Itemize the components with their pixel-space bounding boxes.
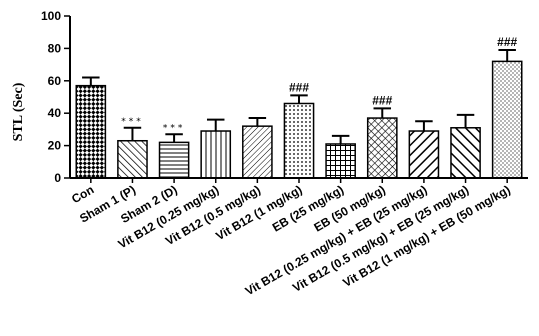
bar <box>242 125 273 179</box>
y-axis: 0 20 40 60 80 100 <box>41 9 71 185</box>
bar <box>325 143 356 179</box>
y-tick-label: 60 <box>48 74 62 88</box>
significance-label: *** <box>121 117 144 127</box>
significance-label: *** <box>163 123 186 133</box>
y-tick-label: 0 <box>54 171 61 185</box>
significance-label: ### <box>289 80 309 94</box>
bar <box>450 127 481 179</box>
y-tick-label: 100 <box>41 9 61 23</box>
bar <box>366 117 398 179</box>
bar <box>158 141 190 179</box>
bar <box>117 139 148 179</box>
y-tick-label: 20 <box>48 139 62 153</box>
bar <box>75 84 107 179</box>
bar <box>408 130 440 179</box>
significance-label: ### <box>497 35 517 49</box>
y-axis-label: STL (Sec) <box>11 82 26 141</box>
bar <box>283 102 315 179</box>
x-tick-label: Con <box>69 182 96 206</box>
bar <box>200 130 232 179</box>
y-tick-label: 80 <box>48 41 62 55</box>
y-tick-label: 40 <box>48 106 62 120</box>
bar <box>491 60 523 179</box>
significance-label: ### <box>372 93 392 107</box>
bars: *** *** ### ### ### <box>75 35 523 179</box>
